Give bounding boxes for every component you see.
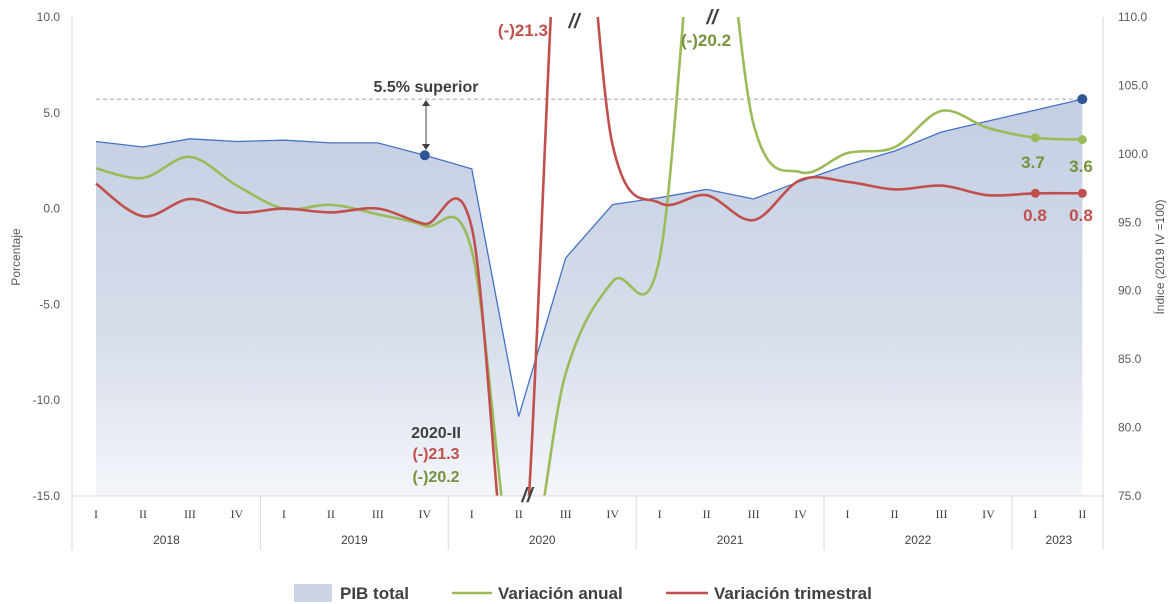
legend-label-annual: Variación anual bbox=[498, 584, 623, 603]
year-label: 2019 bbox=[341, 533, 368, 547]
quarter-tick-label: IV bbox=[794, 507, 807, 521]
top-quarterly-label: (-)21.3 bbox=[498, 21, 548, 40]
annual-marker bbox=[1077, 135, 1087, 145]
left-tick-label: 10.0 bbox=[37, 10, 61, 24]
annual-marker bbox=[1030, 133, 1040, 143]
break-mark-bottom: // bbox=[520, 485, 535, 507]
year-label: 2022 bbox=[905, 533, 932, 547]
right-tick-label: 110.0 bbox=[1118, 10, 1147, 24]
q2020-annual-label: (-)20.2 bbox=[412, 469, 459, 486]
quarter-tick-label: III bbox=[372, 507, 384, 521]
quarter-tick-label: III bbox=[748, 507, 760, 521]
left-tick-label: -15.0 bbox=[33, 489, 61, 503]
right-tick-label: 95.0 bbox=[1118, 215, 1142, 229]
break-mark-top-red: // bbox=[567, 11, 582, 33]
quarter-tick-label: III bbox=[560, 507, 572, 521]
axis-layer: 10.0 5.0 0.0 -5.0 -10.0 -15.0 110.0 105.0 100.0 9… bbox=[33, 10, 1148, 550]
quarter-tick-label: IV bbox=[418, 507, 431, 521]
pib-line bbox=[95, 98, 1083, 417]
year-label: 2023 bbox=[1046, 533, 1073, 547]
left-axis-title: Porcentaje bbox=[9, 228, 23, 286]
quarter-tick-label: II bbox=[139, 507, 147, 521]
last-annual-label-2: 3.6 bbox=[1069, 157, 1093, 176]
year-label: 2018 bbox=[153, 533, 180, 547]
marker-layer bbox=[419, 94, 1088, 198]
quarter-tick-label: I bbox=[94, 507, 98, 521]
legend-label-pib: PIB total bbox=[340, 584, 409, 603]
right-tick-label: 85.0 bbox=[1118, 352, 1142, 366]
last-quarterly-label-1: 0.8 bbox=[1023, 206, 1047, 225]
last-quarterly-label-2: 0.8 bbox=[1069, 206, 1093, 225]
legend: PIB total Variación anual Variación trim… bbox=[294, 584, 872, 603]
quarter-tick-label: IV bbox=[982, 507, 995, 521]
quarterly-marker bbox=[1030, 188, 1040, 198]
year-label: 2020 bbox=[529, 533, 556, 547]
pib-marker-2019-iv bbox=[419, 150, 430, 161]
left-tick-label: 0.0 bbox=[43, 202, 60, 216]
right-tick-label: 90.0 bbox=[1118, 284, 1142, 298]
year-label: 2021 bbox=[717, 533, 744, 547]
quarterly-variation-line bbox=[95, 17, 1083, 496]
left-tick-label: -5.0 bbox=[39, 297, 60, 311]
left-tick-label: -10.0 bbox=[33, 393, 61, 407]
annual-variation-line bbox=[95, 17, 1083, 496]
q2020-title-label: 2020-II bbox=[411, 425, 461, 442]
quarterly-marker bbox=[1077, 188, 1087, 198]
right-tick-label: 75.0 bbox=[1118, 489, 1142, 503]
pib-marker-2023-ii bbox=[1077, 94, 1088, 105]
top-annual-label: (-)20.2 bbox=[681, 31, 731, 50]
quarter-tick-label: IV bbox=[606, 507, 619, 521]
superior-annotation: 5.5% superior bbox=[374, 79, 479, 96]
last-annual-label-1: 3.7 bbox=[1021, 153, 1045, 172]
q2020-quarterly-label: (-)21.3 bbox=[412, 446, 459, 463]
quarter-tick-label: IV bbox=[231, 507, 244, 521]
quarter-tick-label: III bbox=[184, 507, 196, 521]
quarter-tick-label: I bbox=[1033, 507, 1037, 521]
quarter-tick-label: III bbox=[935, 507, 947, 521]
legend-label-quarterly: Variación trimestral bbox=[714, 584, 872, 603]
quarter-tick-label: II bbox=[515, 507, 523, 521]
variation-lines-layer bbox=[95, 17, 1083, 496]
quarter-tick-label: I bbox=[282, 507, 286, 521]
quarter-tick-label: I bbox=[658, 507, 662, 521]
pib-area bbox=[96, 99, 1083, 496]
quarter-tick-label: II bbox=[1078, 507, 1086, 521]
right-tick-label: 100.0 bbox=[1118, 147, 1148, 161]
right-tick-label: 80.0 bbox=[1118, 421, 1142, 435]
left-tick-label: 5.0 bbox=[43, 106, 60, 120]
quarter-tick-label: I bbox=[470, 507, 474, 521]
legend-swatch-pib bbox=[294, 584, 332, 602]
quarter-tick-label: II bbox=[890, 507, 898, 521]
quarter-tick-label: II bbox=[703, 507, 711, 521]
quarter-tick-label: I bbox=[846, 507, 850, 521]
break-mark-top-green: // bbox=[705, 7, 720, 29]
pib-area-layer bbox=[95, 98, 1083, 496]
superior-arrow bbox=[422, 100, 430, 150]
right-axis-title: Índice (2019 IV =100) bbox=[1152, 199, 1167, 314]
right-tick-label: 105.0 bbox=[1118, 78, 1148, 92]
quarter-tick-label: II bbox=[327, 507, 335, 521]
